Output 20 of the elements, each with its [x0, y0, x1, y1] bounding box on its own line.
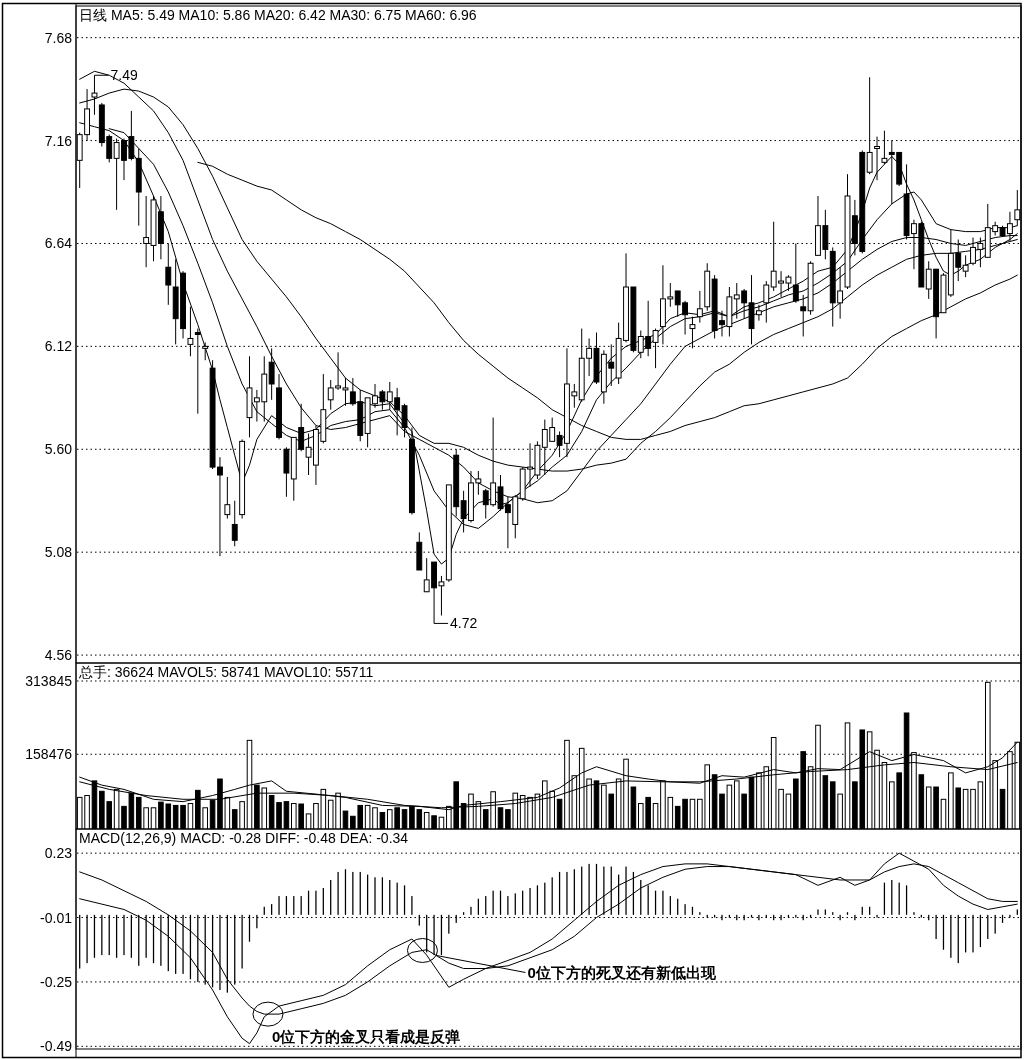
y-tick-label: 5.60 [44, 441, 73, 458]
y-tick-label: 6.64 [44, 235, 73, 252]
y-tick-label: 5.08 [44, 544, 73, 561]
chart-title: MACD(12,26,9) MACD: -0.28 DIFF: -0.48 DEA: -0.34 [79, 830, 409, 846]
y-tick-label: 158476 [25, 746, 73, 763]
y-tick-label: 313845 [25, 672, 73, 689]
chart-title: 总手: 36624 MAVOL5: 58741 MAVOL10: 55711 [78, 664, 374, 680]
y-tick-label: 0.23 [44, 845, 73, 862]
y-tick-label: -0.49 [40, 1038, 73, 1055]
annotation: 0位下方的死叉还有新低出现 [527, 964, 717, 981]
annotation: 0位下方的金叉只看成是反弹 [271, 1027, 461, 1045]
y-tick-label: -0.25 [40, 973, 73, 990]
y-tick-label: 6.12 [44, 338, 73, 355]
annotation: 7.49 [110, 67, 138, 84]
annotation: 4.72 [450, 615, 478, 632]
y-tick-label: -0.01 [40, 909, 73, 926]
y-tick-label: 7.68 [44, 29, 73, 46]
chart-title: 日线 MA5: 5.49 MA10: 5.86 MA20: 6.42 MA30: 6.75 MA60: 6.96 [79, 7, 477, 23]
y-tick-label: 7.16 [44, 132, 73, 149]
y-tick-label: 4.56 [44, 647, 73, 664]
